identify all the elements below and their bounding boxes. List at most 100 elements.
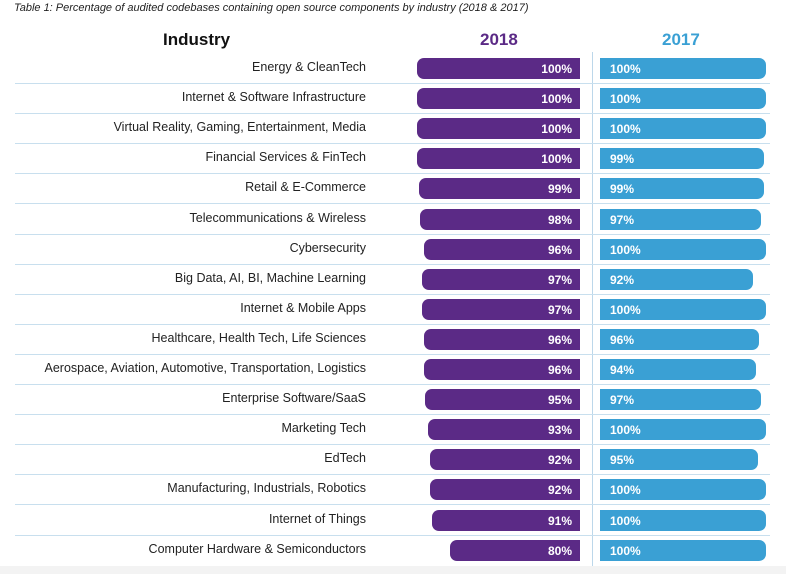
value-label-2018: 92% [547,483,572,498]
value-label-2018: 96% [547,242,572,257]
table-row: Internet & Software Infrastructure 100% 10… [0,83,786,115]
value-label-2018: 100% [541,62,572,76]
bar-2018: 96% [423,328,580,350]
value-label-2018: 100% [541,122,572,137]
industry-label: Enterprise Software/SaaS [222,391,366,406]
value-label-2017: 100% [610,543,641,558]
table-row: Computer Hardware & Semiconductors 80% 100… [0,535,786,565]
bar-2017: 97% [600,389,762,411]
series-header-2018: 2018 [480,30,518,49]
industry-label: Financial Services & FinTech [205,150,366,165]
industry-label: Big Data, AI, BI, Machine Learning [174,270,366,285]
table-row: Financial Services & FinTech 100% 99% [0,143,786,175]
bar-2017: 100% [600,539,766,561]
industry-label: Telecommunications & Wireless [189,210,366,225]
industry-label: Healthcare, Health Tech, Life Sciences [151,330,366,345]
bar-2018: 93% [428,419,580,441]
value-label-2017: 99% [610,152,635,167]
row-separator [15,414,770,416]
bar-2017: 94% [600,359,757,380]
value-label-2018: 95% [547,393,572,408]
table-row: Internet of Things 91% 100% [0,505,786,536]
value-label-2018: 96% [547,332,572,347]
row-separator [15,263,770,265]
value-label-2018: 96% [547,363,572,377]
value-label-2017: 100% [610,302,641,317]
row-separator [15,203,770,205]
bar-2017: 100% [600,88,766,110]
bar-2018: 100% [417,148,580,170]
bar-2018: 100% [417,88,580,110]
bar-2018: 98% [420,208,580,230]
value-label-2018: 99% [547,182,572,197]
value-label-2018: 100% [541,152,572,167]
chart-title: Table 1: Percentage of audited codebases… [14,2,529,14]
value-label-2018: 92% [547,453,572,468]
bar-2018: 92% [430,449,580,471]
value-label-2018: 97% [547,302,572,317]
bar-2018: 95% [425,389,580,411]
table-row: Internet & Mobile Apps 97% 100% [0,294,786,325]
industry-label: Internet & Software Infrastructure [181,90,366,105]
value-label-2017: 100% [610,92,641,107]
row-separator [15,384,770,385]
bar-2017: 100% [600,58,766,79]
bottom-strip [0,566,786,574]
bar-2018: 97% [421,268,580,290]
row-separator [15,83,770,84]
bar-2018: 92% [430,479,580,501]
value-label-2017: 100% [610,483,641,498]
table-row: Cybersecurity 96% 100% [0,234,786,265]
row-separator [15,444,770,446]
value-label-2018: 91% [547,513,572,528]
value-label-2018: 97% [547,272,572,287]
table-row: Enterprise Software/SaaS 95% 97% [0,384,786,416]
value-label-2017: 97% [610,393,635,408]
bar-2018: 91% [431,509,580,531]
row-separator [15,504,770,506]
value-label-2017: 100% [610,122,641,137]
bar-2017: 95% [600,449,758,471]
value-label-2017: 97% [610,212,635,227]
bar-2017: 97% [600,208,762,230]
table-row: Aerospace, Aviation, Automotive, Transpo… [0,354,786,385]
industry-label: Internet & Mobile Apps [240,300,366,315]
table-row: EdTech 92% 95% [0,444,786,476]
bar-2017: 96% [600,328,760,350]
row-separator [15,353,770,355]
bar-2017: 100% [600,118,766,140]
value-label-2017: 95% [610,453,635,468]
table-row: Virtual Reality, Gaming, Entertainment, … [0,113,786,145]
value-label-2017: 100% [610,62,641,76]
bar-2018: 100% [417,58,580,79]
bar-2017: 100% [600,238,766,260]
bar-2018: 80% [449,539,580,561]
value-label-2017: 100% [610,513,641,528]
bar-2017: 100% [600,509,766,531]
bar-2018: 99% [418,178,580,200]
industry-label: Cybersecurity [289,240,366,255]
table-row: Big Data, AI, BI, Machine Learning 97% 92% [0,264,786,295]
industry-label: Computer Hardware & Semiconductors [148,541,366,556]
industry-label: Manufacturing, Industrials, Robotics [167,481,366,496]
bar-2017: 99% [600,178,765,200]
value-label-2017: 94% [610,363,635,377]
table-row: Manufacturing, Industrials, Robotics 92% 1… [0,474,786,506]
value-label-2017: 99% [610,182,635,197]
industry-label: Retail & E-Commerce [245,180,366,195]
row-separator [15,173,770,175]
table-row: Telecommunications & Wireless 98% 97% [0,204,786,235]
bar-2017: 100% [600,298,766,320]
row-separator [15,474,770,476]
value-label-2018: 80% [547,543,572,558]
row-separator [15,113,770,115]
row-separator [15,293,770,295]
row-separator [15,323,770,325]
value-label-2017: 100% [610,423,641,438]
row-separator [15,143,770,145]
bar-2017: 100% [600,479,766,501]
value-label-2018: 100% [541,92,572,107]
bar-2018: 97% [421,298,580,320]
bar-2018: 96% [423,238,580,260]
table-row: Retail & E-Commerce 99% 99% [0,173,786,205]
